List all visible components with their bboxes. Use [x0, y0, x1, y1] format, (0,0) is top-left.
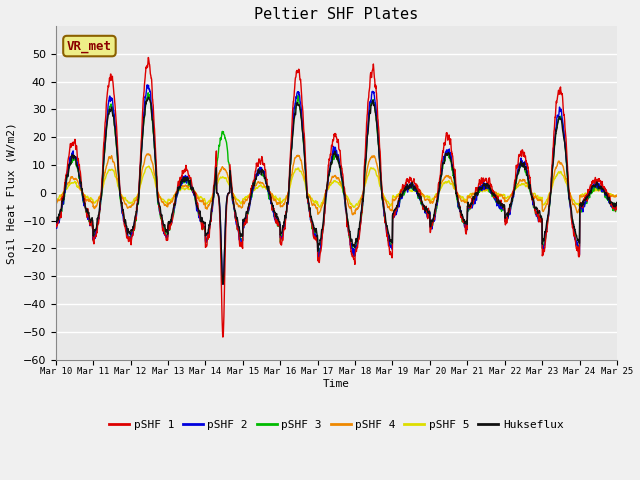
Title: Peltier SHF Plates: Peltier SHF Plates — [254, 7, 419, 22]
Text: VR_met: VR_met — [67, 39, 112, 52]
Legend: pSHF 1, pSHF 2, pSHF 3, pSHF 4, pSHF 5, Hukseflux: pSHF 1, pSHF 2, pSHF 3, pSHF 4, pSHF 5, … — [105, 415, 568, 434]
X-axis label: Time: Time — [323, 379, 350, 389]
Y-axis label: Soil Heat Flux (W/m2): Soil Heat Flux (W/m2) — [7, 122, 17, 264]
